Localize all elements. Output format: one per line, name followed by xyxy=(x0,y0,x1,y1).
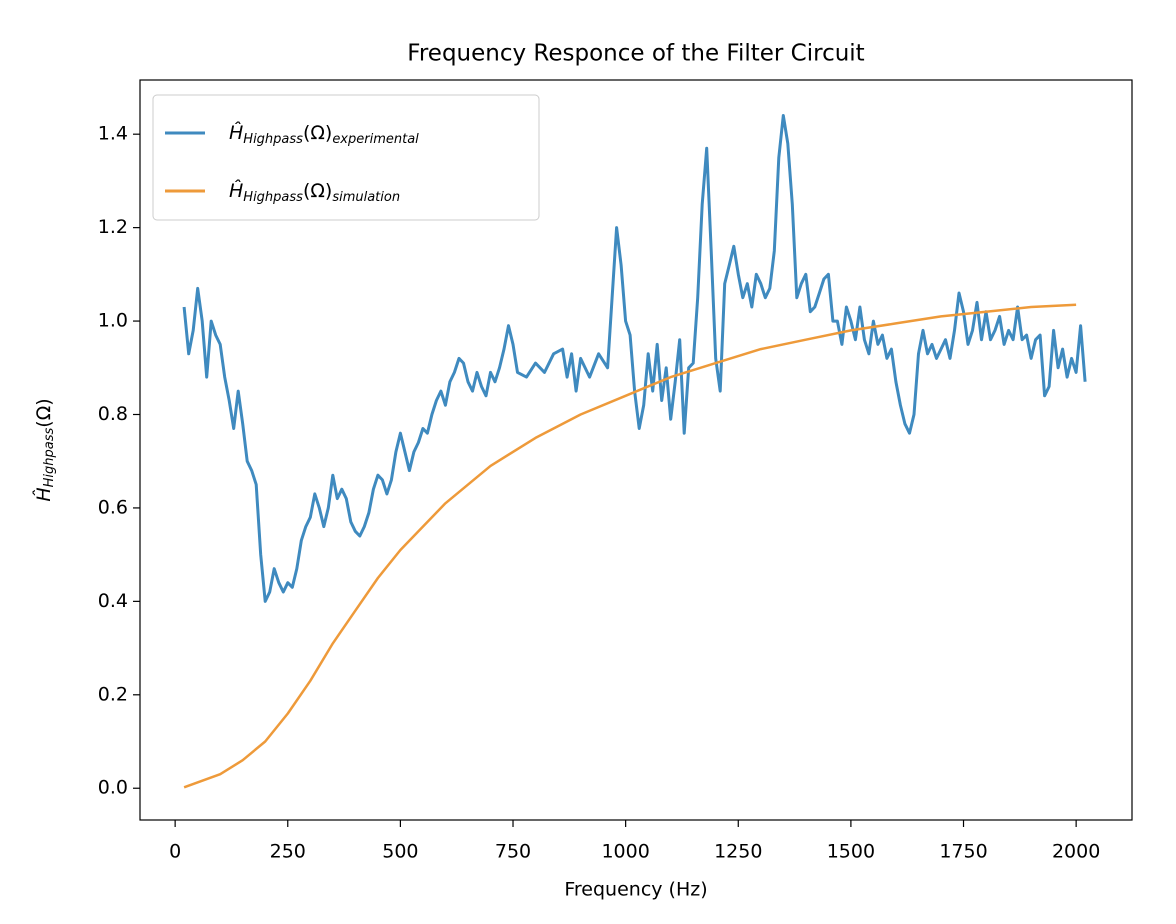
label-part: simulation xyxy=(332,190,400,205)
x-tick-label: 1500 xyxy=(827,841,875,863)
x-tick-label: 250 xyxy=(270,841,306,863)
y-tick-label: 0.2 xyxy=(98,683,128,705)
label-part: Ĥ xyxy=(32,487,55,501)
x-tick-label: 2000 xyxy=(1052,841,1100,863)
chart-title: Frequency Responce of the Filter Circuit xyxy=(407,41,864,67)
x-tick-label: 1250 xyxy=(714,841,762,863)
x-tick-label: 1750 xyxy=(939,841,987,863)
label-part: (Ω) xyxy=(33,398,55,427)
series-line xyxy=(183,303,1077,789)
legend-box xyxy=(152,94,540,221)
y-axis-label: ĤHighpass(Ω) xyxy=(32,398,57,501)
y-tick-label: 0.4 xyxy=(98,590,128,612)
plot-frame xyxy=(139,79,1133,821)
label-part: (Ω) xyxy=(303,122,332,144)
x-tick-label: 0 xyxy=(169,841,181,863)
series-line xyxy=(182,114,1087,603)
legend-label: ĤHighpass(Ω)simulation xyxy=(229,179,400,205)
x-tick-label: 500 xyxy=(382,841,418,863)
label-part: Ĥ xyxy=(229,179,243,202)
legend-label: ĤHighpass(Ω)experimental xyxy=(229,121,419,147)
x-axis-label: Frequency (Hz) xyxy=(564,879,707,901)
x-tick-label: 1000 xyxy=(601,841,649,863)
label-part: Highpass xyxy=(243,190,303,205)
label-part: (Ω) xyxy=(303,180,332,202)
label-part: Highpass xyxy=(243,132,303,147)
y-tick-label: 1.4 xyxy=(98,123,128,145)
y-tick-label: 1.0 xyxy=(98,310,128,332)
y-tick-label: 0.8 xyxy=(98,403,128,425)
label-part: experimental xyxy=(332,132,419,147)
y-tick-label: 1.2 xyxy=(98,216,128,238)
label-part: Highpass xyxy=(42,427,57,487)
x-tick-label: 750 xyxy=(495,841,531,863)
y-tick-label: 0.6 xyxy=(98,496,128,518)
y-tick-label: 0.0 xyxy=(98,777,128,799)
label-part: Ĥ xyxy=(229,121,243,144)
